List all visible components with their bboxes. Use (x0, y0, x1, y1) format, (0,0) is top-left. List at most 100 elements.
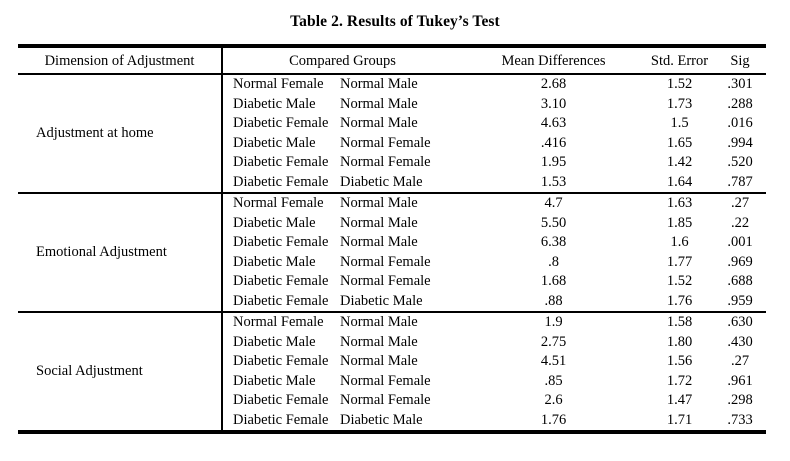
cell-compared-group-1: Normal Female (222, 311, 340, 333)
table-row: Diabetic Female Normal Male 4.51 1.56 .27 (18, 352, 766, 372)
cell-compared-group-1: Diabetic Male (233, 95, 316, 112)
header-compared-groups: Compared Groups (222, 46, 462, 75)
cell-sig: .520 (727, 154, 753, 170)
cell-std-error: 1.72 (666, 372, 693, 389)
cell-compared-group-1: Diabetic Female (233, 154, 329, 170)
cell-mean-difference: 1.68 (540, 273, 567, 289)
dimension-cell: Social Adjustment (18, 311, 223, 432)
cell-mean-difference: 2.68 (540, 76, 567, 92)
cell-sig: .301 (727, 76, 753, 92)
cell-compared-group-2: Normal Male (340, 76, 418, 92)
header-row: Dimension of Adjustment Compared Groups … (18, 46, 766, 75)
table-row: Diabetic Female Normal Female 1.95 1.42 .520 (18, 153, 766, 173)
cell-std-error: 1.77 (666, 253, 693, 270)
cell-sig: .630 (714, 311, 766, 333)
cell-sig: .733 (727, 411, 753, 428)
cell-mean-difference: .416 (540, 134, 567, 151)
cell-mean-difference: 5.50 (540, 214, 567, 231)
cell-compared-group-1: Diabetic Male (233, 253, 316, 270)
cell-sig: .994 (727, 134, 753, 151)
cell-compared-group-2: Normal Female (340, 392, 431, 408)
cell-mean-difference: .8 (548, 253, 559, 270)
cell-std-error: 1.52 (666, 273, 693, 289)
table-body: Adjustment at home Normal Female Normal Ma… (18, 74, 766, 432)
cell-std-error: 1.63 (645, 192, 714, 214)
cell-std-error: 1.76 (666, 292, 693, 309)
table-row: Diabetic Male Normal Male 2.75 1.80 .430 (18, 333, 766, 353)
tukey-results-table: Dimension of Adjustment Compared Groups … (18, 44, 766, 434)
cell-compared-group-2: Normal Female (340, 273, 431, 289)
cell-compared-group-2: Normal Male (340, 95, 418, 112)
cell-compared-group-1: Diabetic Male (233, 333, 316, 350)
cell-sig: .27 (714, 192, 766, 214)
cell-compared-group-1: Diabetic Male (233, 372, 316, 389)
table-row: Diabetic Female Normal Female 1.68 1.52 .688 (18, 272, 766, 292)
cell-sig: .22 (730, 214, 750, 231)
header-mean-differences: Mean Differences (462, 46, 645, 75)
cell-mean-difference: .85 (544, 372, 563, 389)
cell-std-error: 1.52 (666, 76, 693, 92)
table-row: Diabetic Female Normal Male 4.63 1.5 .016 (18, 114, 766, 134)
cell-compared-group-2: Normal Male (340, 353, 418, 369)
cell-sig: .961 (727, 372, 753, 389)
table-row: Social Adjustment Normal Female Normal Mal… (18, 311, 766, 432)
cell-std-error: 1.56 (666, 353, 693, 369)
cell-compared-group-1: Diabetic Male (233, 134, 316, 151)
header-std-error: Std. Error (645, 46, 714, 75)
cell-std-error: 1.85 (666, 214, 693, 231)
cell-mean-difference: 1.95 (540, 154, 567, 170)
cell-sig: .001 (727, 234, 753, 250)
cell-compared-group-2: Diabetic Male (340, 292, 423, 309)
cell-mean-difference: 4.51 (540, 353, 567, 369)
cell-mean-difference: 4.63 (540, 115, 567, 131)
cell-std-error: 1.64 (666, 173, 693, 190)
dimension-cell: Emotional Adjustment (18, 192, 223, 312)
cell-mean-difference: 6.38 (540, 234, 567, 250)
cell-mean-difference: 1.53 (540, 173, 567, 190)
cell-mean-difference: 3.10 (540, 95, 567, 112)
cell-std-error: 1.65 (666, 134, 693, 151)
cell-sig: .787 (727, 173, 753, 190)
cell-sig: .969 (727, 253, 753, 270)
cell-compared-group-2: Normal Male (340, 311, 462, 333)
table-row: Diabetic Female Diabetic Male 1.53 1.64 .787 (18, 173, 766, 194)
cell-compared-group-1: Normal Female (233, 76, 324, 92)
table-row: Adjustment at home Normal Female Normal Ma… (18, 74, 766, 193)
cell-compared-group-2: Normal Female (340, 134, 431, 151)
table-row: Diabetic Female Diabetic Male .88 1.76 .959 (18, 292, 766, 313)
dimension-cell: Adjustment at home (18, 74, 223, 193)
cell-sig: .016 (727, 115, 753, 131)
cell-std-error: 1.42 (666, 154, 693, 170)
cell-compared-group-2: Normal Male (340, 214, 418, 231)
cell-mean-difference: 2.75 (540, 333, 567, 350)
cell-compared-group-1: Diabetic Female (233, 115, 329, 131)
cell-compared-group-2: Normal Female (340, 154, 431, 170)
cell-compared-group-2: Normal Female (340, 253, 431, 270)
table-row: Diabetic Male Normal Female .8 1.77 .969 (18, 253, 766, 273)
cell-compared-group-1: Diabetic Female (233, 353, 329, 369)
cell-std-error: 1.58 (645, 311, 714, 333)
table-row: Diabetic Male Normal Female .85 1.72 .961 (18, 372, 766, 392)
table-row: Diabetic Male Normal Male 3.10 1.73 .288 (18, 95, 766, 115)
cell-std-error: 1.73 (666, 95, 693, 112)
cell-sig: .288 (727, 95, 753, 112)
cell-sig: .430 (727, 333, 753, 350)
cell-compared-group-2: Normal Female (340, 372, 431, 389)
cell-std-error: 1.71 (666, 411, 693, 428)
cell-compared-group-1: Diabetic Female (233, 273, 329, 289)
cell-mean-difference: 4.7 (462, 192, 645, 214)
cell-mean-difference: 1.76 (540, 411, 567, 428)
table-row: Diabetic Female Normal Female 2.6 1.47 .298 (18, 391, 766, 411)
cell-sig: .688 (727, 273, 753, 289)
cell-sig: .27 (730, 353, 750, 369)
cell-std-error: 1.47 (666, 392, 693, 408)
table-row: Diabetic Male Normal Female .416 1.65 .994 (18, 134, 766, 154)
cell-mean-difference: 2.6 (544, 392, 563, 408)
table-row: Diabetic Male Normal Male 5.50 1.85 .22 (18, 214, 766, 234)
cell-compared-group-1: Diabetic Female (233, 292, 329, 309)
cell-compared-group-1: Diabetic Female (233, 173, 329, 190)
cell-std-error: 1.80 (666, 333, 693, 350)
table-row: Diabetic Female Normal Male 6.38 1.6 .001 (18, 233, 766, 253)
cell-compared-group-2: Diabetic Male (340, 173, 423, 190)
